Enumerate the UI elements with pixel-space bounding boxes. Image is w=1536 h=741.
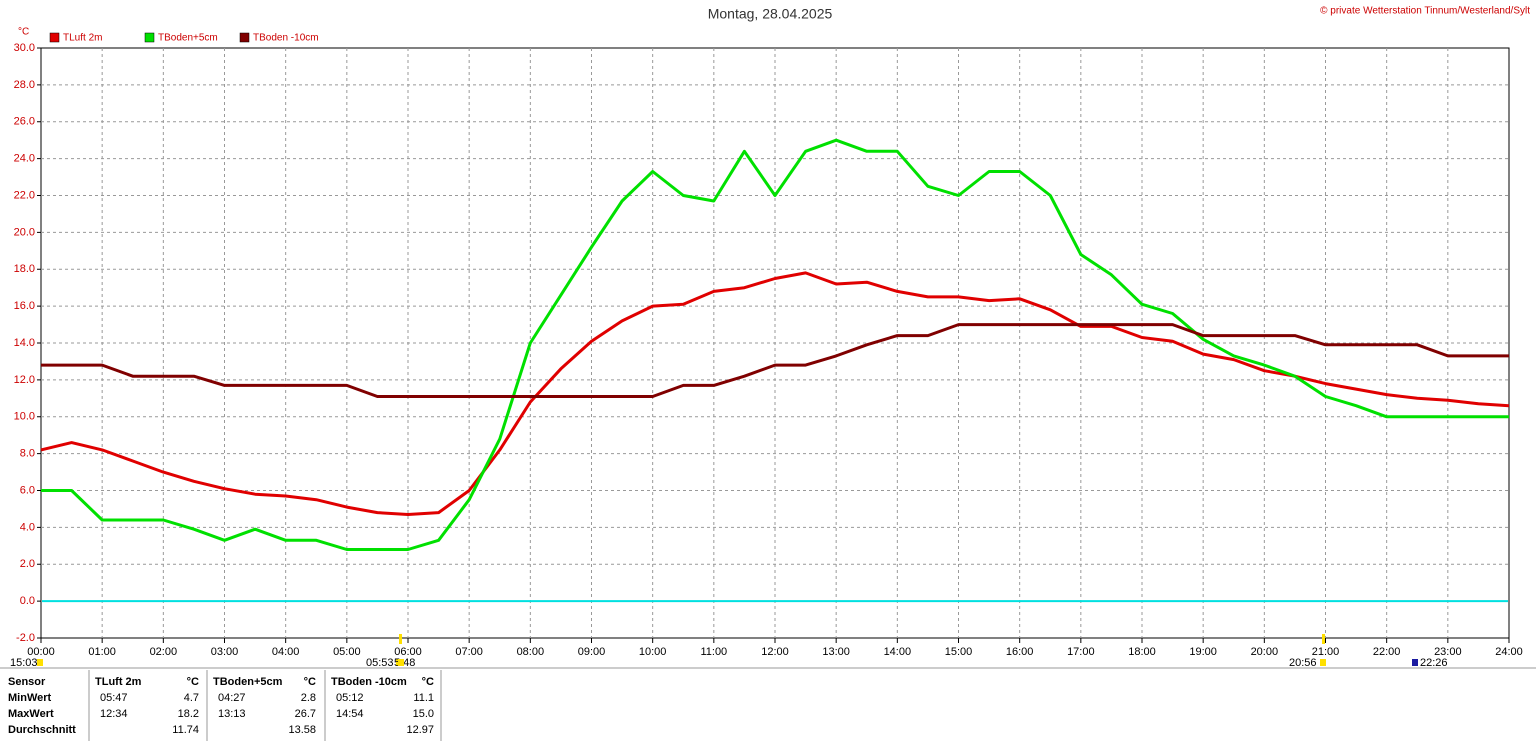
x-tick-label: 19:00 [1189, 646, 1217, 658]
copyright: © private Wetterstation Tinnum/Westerlan… [1320, 6, 1530, 17]
table-header: °C [187, 676, 199, 688]
marker-label: 20:56 [1289, 657, 1317, 669]
table-header: TBoden+5cm [213, 676, 283, 688]
y-tick-label: 4.0 [20, 521, 35, 533]
row-label: MaxWert [8, 708, 54, 720]
x-tick-label: 04:00 [272, 646, 300, 658]
table-cell: 13.58 [288, 724, 316, 736]
series-line [41, 323, 1509, 398]
table-header: TLuft 2m [95, 676, 142, 688]
table-cell: 04:27 [218, 692, 246, 704]
y-tick-label: -2.0 [16, 632, 35, 644]
x-tick-label: 13:00 [822, 646, 850, 658]
marker-icon [1320, 659, 1326, 666]
marker-label: 5:48 [394, 657, 415, 669]
y-tick-label: 6.0 [20, 484, 35, 496]
table-cell: 2.8 [301, 692, 316, 704]
x-tick-label: 00:00 [27, 646, 55, 658]
table-header: °C [422, 676, 434, 688]
x-tick-label: 01:00 [88, 646, 116, 658]
x-tick-label: 18:00 [1128, 646, 1156, 658]
table-header: °C [304, 676, 316, 688]
table-cell: 4.7 [184, 692, 199, 704]
table-cell: 12:34 [100, 708, 128, 720]
x-tick-label: 12:00 [761, 646, 789, 658]
x-tick-label: 23:00 [1434, 646, 1462, 658]
x-tick-label: 06:00 [394, 646, 422, 658]
marker-icon [1412, 659, 1418, 666]
table-cell: 05:12 [336, 692, 364, 704]
table-cell: 15.0 [413, 708, 434, 720]
legend-swatch [239, 32, 250, 43]
y-tick-label: 16.0 [14, 300, 35, 312]
table-cell: 14:54 [336, 708, 364, 720]
x-tick-label: 10:00 [639, 646, 667, 658]
x-tick-label: 15:00 [945, 646, 973, 658]
y-tick-label: 10.0 [14, 411, 35, 423]
x-tick-label: 24:00 [1495, 646, 1523, 658]
x-tick-label: 03:00 [211, 646, 239, 658]
table-cell: 13:13 [218, 708, 246, 720]
x-tick-label: 08:00 [517, 646, 545, 658]
y-tick-label: 0.0 [20, 595, 35, 607]
legend-label: TBoden+5cm [158, 33, 218, 44]
marker-label: 22:26 [1420, 657, 1448, 669]
legend-swatch [49, 32, 60, 43]
x-tick-label: 05:00 [333, 646, 361, 658]
y-tick-label: 2.0 [20, 558, 35, 570]
series-line [41, 138, 1509, 551]
y-tick-label: 28.0 [14, 79, 35, 91]
x-tick-label: 11:00 [700, 646, 727, 658]
row-label: MinWert [8, 692, 52, 704]
marker-label: 05:53 [366, 657, 394, 669]
y-tick-label: 8.0 [20, 448, 35, 460]
y-tick-label: 18.0 [14, 263, 35, 275]
row-label: Durchschnitt [8, 724, 76, 736]
x-tick-label: 17:00 [1067, 646, 1095, 658]
y-tick-label: 24.0 [14, 153, 35, 165]
y-tick-label: 22.0 [14, 189, 35, 201]
table-cell: 05:47 [100, 692, 128, 704]
y-unit: °C [18, 27, 29, 38]
sunrise-tick [399, 634, 402, 644]
series-line [40, 271, 1510, 516]
legend-swatch [144, 32, 155, 43]
table-header: Sensor [8, 676, 46, 688]
marker-icon [37, 659, 43, 666]
table-cell: 18.2 [178, 708, 199, 720]
table-cell: 11.74 [172, 724, 199, 736]
table-header: TBoden -10cm [331, 676, 407, 688]
y-tick-label: 26.0 [14, 116, 35, 128]
y-tick-label: 12.0 [14, 374, 35, 386]
legend-label: TBoden -10cm [253, 33, 319, 44]
y-tick-label: 20.0 [14, 226, 35, 238]
marker-icon [398, 659, 404, 666]
x-tick-label: 22:00 [1373, 646, 1401, 658]
x-tick-label: 20:00 [1251, 646, 1279, 658]
x-tick-label: 02:00 [150, 646, 178, 658]
x-tick-label: 21:00 [1312, 646, 1340, 658]
y-tick-label: 30.0 [14, 42, 35, 54]
marker-label: 15:03 [10, 657, 38, 669]
x-tick-label: 16:00 [1006, 646, 1034, 658]
sunset-tick [1322, 634, 1325, 644]
x-tick-label: 14:00 [884, 646, 912, 658]
y-tick-label: 14.0 [14, 337, 35, 349]
x-tick-label: 07:00 [455, 646, 483, 658]
chart-title: Montag, 28.04.2025 [708, 6, 833, 22]
table-cell: 26.7 [295, 708, 316, 720]
x-tick-label: 09:00 [578, 646, 606, 658]
table-cell: 11.1 [413, 692, 434, 704]
legend-label: TLuft 2m [63, 33, 102, 44]
table-cell: 12.97 [406, 724, 434, 736]
